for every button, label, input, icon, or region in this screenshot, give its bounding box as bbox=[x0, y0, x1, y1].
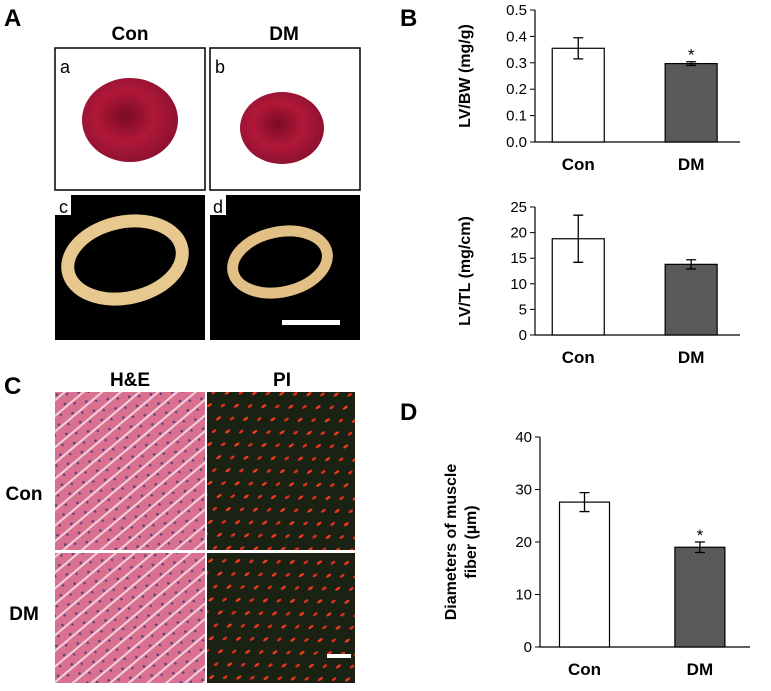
y-tick-label: 25 bbox=[510, 199, 527, 216]
error-bar bbox=[686, 259, 697, 270]
y-tick-label: 20 bbox=[515, 534, 532, 551]
x-tick-label: DM bbox=[678, 155, 704, 174]
column-label: PI bbox=[273, 370, 291, 391]
tile-label: b bbox=[215, 57, 225, 77]
error-bar bbox=[579, 492, 590, 513]
row-label: Con bbox=[6, 484, 43, 505]
column-label: Con bbox=[112, 24, 149, 45]
row-label: DM bbox=[9, 604, 39, 625]
y-tick-label: 0.1 bbox=[506, 108, 527, 125]
y-tick-label: 0.3 bbox=[506, 55, 527, 72]
x-tick-label: Con bbox=[568, 660, 601, 679]
photo-grid bbox=[54, 47, 361, 340]
panel-label: A bbox=[4, 5, 21, 32]
error-bar bbox=[686, 61, 697, 67]
error-bar bbox=[694, 541, 705, 554]
histology-grid bbox=[55, 392, 355, 683]
tile-label: d bbox=[213, 197, 223, 217]
y-tick-label: 30 bbox=[515, 482, 532, 499]
y-axis-label: fiber (µm) bbox=[463, 505, 480, 578]
y-axis-label: LV/TL (mg/cm) bbox=[457, 216, 474, 326]
tile-label: c bbox=[59, 197, 68, 217]
bar bbox=[664, 263, 718, 336]
error-bar bbox=[573, 37, 584, 60]
x-tick-label: DM bbox=[687, 660, 713, 679]
y-tick-label: 0 bbox=[524, 639, 532, 656]
y-tick-label: 40 bbox=[515, 429, 532, 446]
y-tick-label: 0.5 bbox=[506, 2, 527, 19]
error-bar bbox=[573, 214, 584, 263]
y-tick-label: 20 bbox=[510, 225, 527, 242]
column-label: DM bbox=[269, 24, 299, 45]
significance-mark: * bbox=[697, 526, 704, 545]
panel-label: D bbox=[400, 399, 417, 426]
bar bbox=[674, 546, 726, 648]
x-tick-label: DM bbox=[678, 348, 704, 367]
bar bbox=[664, 62, 718, 143]
y-tick-label: 0.4 bbox=[506, 28, 527, 45]
y-tick-label: 10 bbox=[515, 587, 532, 604]
y-tick-label: 5 bbox=[519, 301, 527, 318]
y-tick-label: 10 bbox=[510, 276, 527, 293]
y-tick-label: 0.0 bbox=[506, 134, 527, 151]
bar bbox=[551, 47, 605, 143]
y-axis-label: Diameters of muscle bbox=[443, 464, 460, 621]
tile-label: a bbox=[60, 57, 71, 77]
panel-label: C bbox=[4, 373, 21, 400]
bar bbox=[558, 501, 611, 648]
column-label: H&E bbox=[110, 370, 150, 391]
y-tick-label: 15 bbox=[510, 250, 527, 267]
y-tick-label: 0 bbox=[519, 327, 527, 344]
x-tick-label: Con bbox=[562, 155, 595, 174]
significance-mark: * bbox=[688, 46, 695, 65]
y-tick-label: 0.2 bbox=[506, 81, 527, 98]
panel-label: B bbox=[400, 5, 417, 32]
y-axis-label: LV/BW (mg/g) bbox=[457, 24, 474, 128]
x-tick-label: Con bbox=[562, 348, 595, 367]
